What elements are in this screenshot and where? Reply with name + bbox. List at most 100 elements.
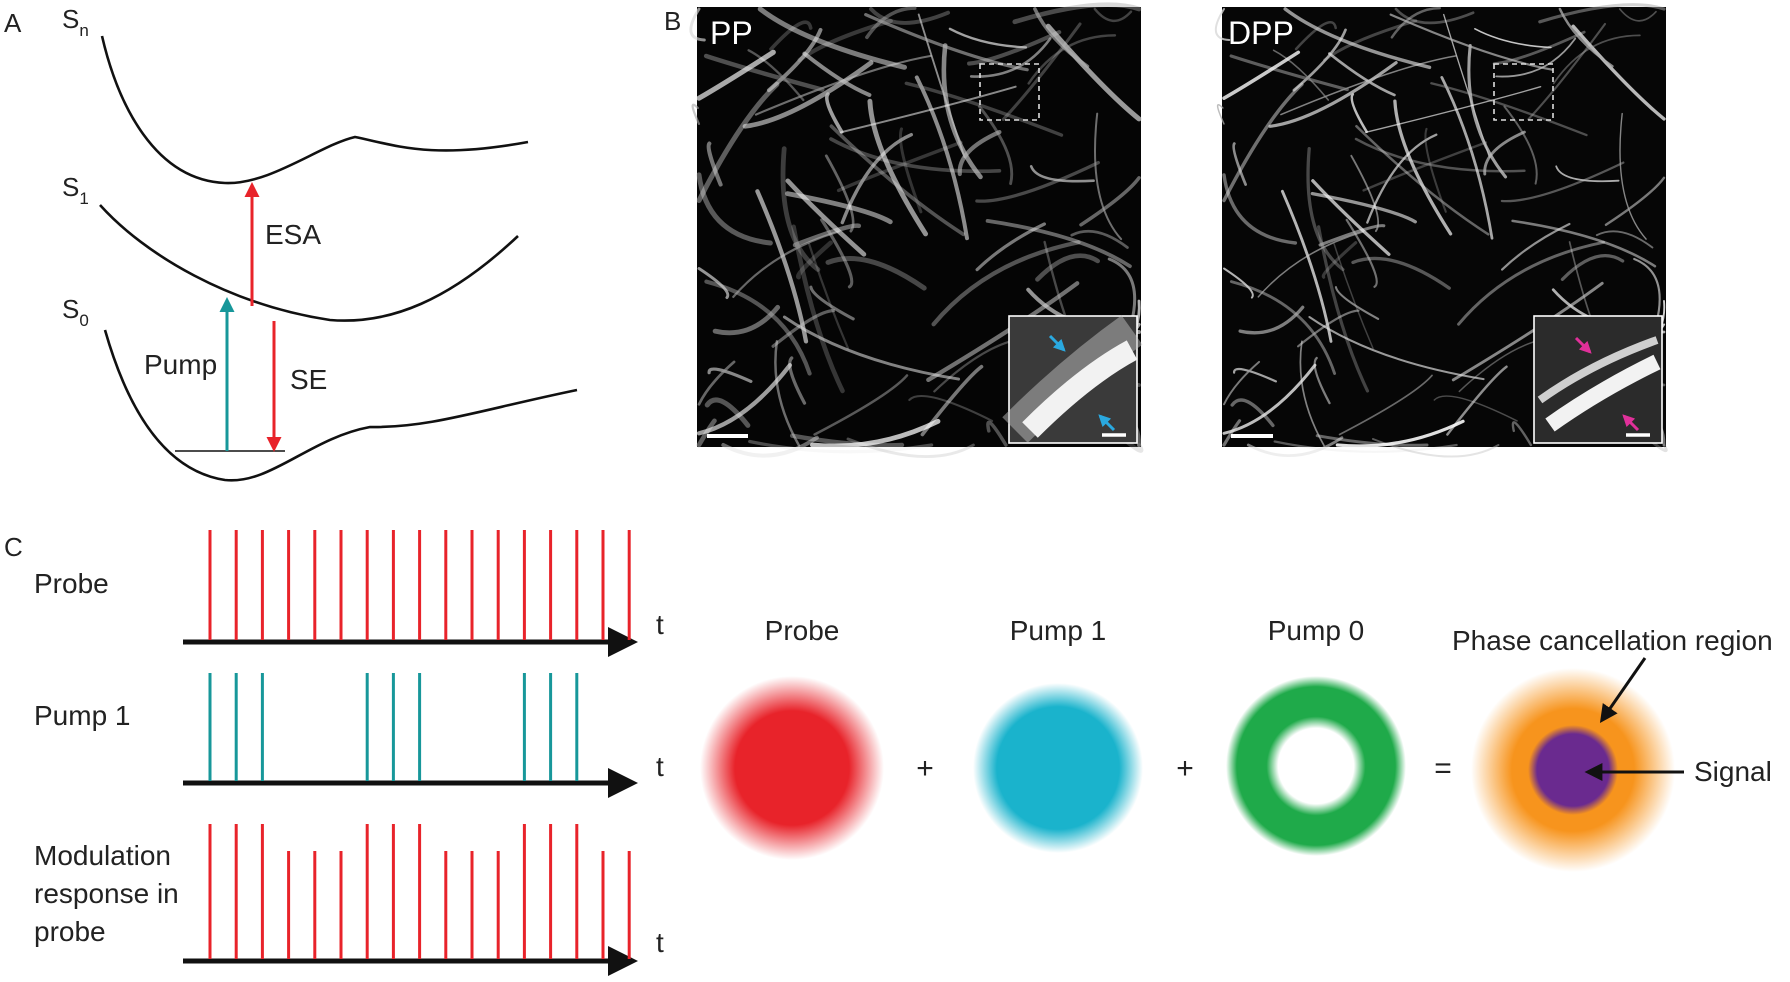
- svg-text:S1: S1: [62, 172, 89, 208]
- fiber-strand: [1433, 395, 1518, 422]
- phase-cancellation-label: Phase cancellation region: [1452, 625, 1773, 656]
- pump0-donut-spot: [1226, 676, 1406, 856]
- pp-inset-arrow-top: [1048, 334, 1066, 352]
- fiber-strand: [1558, 7, 1614, 68]
- pp-inset: [1002, 315, 1143, 444]
- potential-curve-s0: [103, 329, 578, 482]
- fiber-strand: [1094, 112, 1123, 241]
- fiber-strand: [689, 7, 706, 42]
- fiber-strand: [1311, 179, 1391, 256]
- fiber-strand: [1538, 3, 1666, 24]
- fiber-strand: [1503, 105, 1538, 185]
- signal-label: Signal: [1694, 756, 1772, 787]
- fiber-strand: [742, 60, 874, 129]
- fiber-strand: [788, 356, 807, 405]
- svg-text:S0: S0: [62, 294, 89, 330]
- fiber-strand: [1222, 50, 1301, 100]
- fiber-strand: [1299, 340, 1325, 447]
- fiber-strand: [985, 219, 1132, 269]
- fiber-strand: [941, 43, 983, 180]
- fiber-strand: [1313, 356, 1331, 405]
- fiber-strand: [791, 224, 845, 394]
- fiber-strand: [1222, 363, 1317, 435]
- fiber-strand: [1315, 434, 1429, 447]
- dpp-inset-arrow-bottom: [1622, 414, 1640, 432]
- fiber-strand: [967, 30, 1062, 66]
- fiber-strand: [813, 374, 909, 436]
- fiber-strand: [948, 27, 1028, 49]
- probe-spot: [700, 676, 884, 860]
- fiber-strand: [1571, 24, 1666, 121]
- fiber-strand: [1233, 367, 1277, 383]
- fiber-strand: [1045, 23, 1142, 122]
- fiber-strand: [706, 141, 723, 187]
- fiber-strand: [1321, 241, 1358, 279]
- fiber-strand: [977, 105, 1014, 186]
- fiber-strand: [1511, 219, 1657, 268]
- fiber-strand: [755, 189, 809, 344]
- spot-label-probe: Probe: [765, 615, 840, 646]
- fiber-strand: [703, 53, 825, 92]
- fiber-strand: [1079, 176, 1141, 227]
- fiber-strand: [1033, 7, 1090, 69]
- fiber-strand: [1595, 230, 1654, 249]
- fiber-strand: [931, 240, 1081, 327]
- fiber-strand: [867, 98, 929, 237]
- fiber-strand: [774, 340, 801, 447]
- fiber-strand: [1483, 130, 1526, 176]
- fiber-strand: [1457, 240, 1605, 326]
- fiber-strand: [1012, 2, 1142, 25]
- fiber-strand: [829, 124, 966, 237]
- fiber-strand: [780, 146, 821, 272]
- fiber-strand: [1467, 43, 1508, 179]
- fiber-strand: [1230, 398, 1275, 428]
- fiber-strand: [808, 242, 850, 350]
- fiber-strand: [747, 49, 805, 102]
- fiber-strand: [1335, 419, 1465, 448]
- fiber-strand: [869, 7, 951, 25]
- esa-label: ESA: [265, 219, 321, 250]
- fiber-strand: [1027, 34, 1117, 85]
- fiber-strand: [697, 267, 730, 300]
- dpp-roi-box: [1493, 63, 1554, 121]
- fiber-strand: [969, 37, 1052, 78]
- state-label-s0: S0: [62, 294, 89, 330]
- fiber-strand: [1214, 8, 1231, 41]
- fiber-strand: [1222, 173, 1298, 245]
- fiber-strand: [771, 309, 836, 348]
- fiber-strand: [957, 130, 1002, 177]
- fiber-strand: [836, 140, 963, 193]
- pp-inset-arrow-bottom: [1098, 414, 1116, 432]
- row-label-modulation-2: response in: [34, 878, 179, 909]
- fiber-strand: [1272, 49, 1330, 101]
- fiber-strand: [1619, 112, 1647, 240]
- fiber-strand: [1001, 22, 1082, 121]
- row-label-probe: Probe: [34, 568, 109, 599]
- fiber-strand: [1555, 165, 1620, 183]
- fiber-strand: [1306, 147, 1345, 272]
- fiber-strand: [1283, 7, 1432, 70]
- time-axis-modulation: t: [183, 927, 664, 976]
- fiber-strand: [898, 127, 923, 214]
- time-axis-probe: t: [183, 609, 664, 657]
- fiber-strand: [1294, 21, 1337, 51]
- time-axis-label: t: [656, 609, 664, 640]
- fiber-strand: [904, 81, 1064, 137]
- fiber-strand: [1350, 92, 1368, 134]
- fiber-strand: [1268, 61, 1398, 128]
- fiber-strand: [1511, 421, 1533, 447]
- fiber-strand: [1093, 7, 1133, 23]
- fiber-strand: [824, 92, 844, 134]
- fiber-strand: [839, 85, 1017, 134]
- fiber-strand: [1351, 256, 1451, 290]
- fiber-strand: [1500, 161, 1625, 203]
- pump-label: Pump: [144, 349, 217, 380]
- fiber-strand: [975, 222, 1046, 272]
- fiber-strand: [1390, 6, 1441, 39]
- dpp-inset: [1533, 315, 1663, 444]
- fiber-strand: [1495, 37, 1577, 78]
- fiber-strand: [986, 420, 1008, 447]
- fiber-strand: [1440, 76, 1494, 240]
- fiber-strand: [1345, 218, 1378, 288]
- fiber-strand: [696, 172, 773, 246]
